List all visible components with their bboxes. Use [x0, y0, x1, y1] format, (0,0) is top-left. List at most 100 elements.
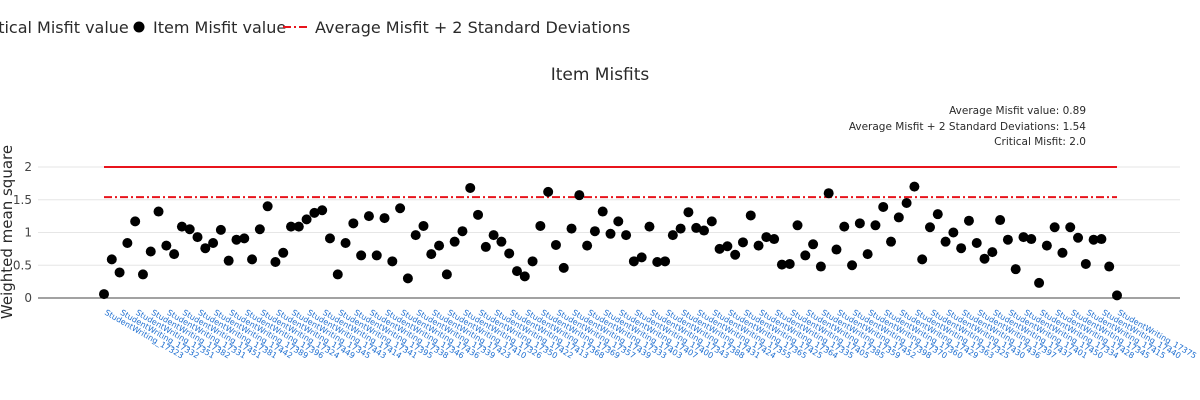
data-point[interactable]: [379, 213, 390, 224]
data-point[interactable]: [309, 207, 320, 218]
data-point[interactable]: [1010, 264, 1021, 275]
data-point[interactable]: [465, 182, 476, 193]
data-point[interactable]: [324, 233, 335, 244]
data-point[interactable]: [543, 186, 554, 197]
data-point[interactable]: [847, 260, 858, 271]
data-point[interactable]: [870, 220, 881, 231]
data-point[interactable]: [917, 254, 928, 265]
data-point[interactable]: [683, 207, 694, 218]
data-point[interactable]: [737, 237, 748, 248]
data-point[interactable]: [761, 232, 772, 243]
data-point[interactable]: [387, 256, 398, 267]
data-point[interactable]: [332, 269, 343, 280]
data-point[interactable]: [348, 218, 359, 229]
data-point[interactable]: [1088, 234, 1099, 245]
data-point[interactable]: [130, 216, 141, 227]
data-point[interactable]: [106, 254, 117, 265]
data-point[interactable]: [496, 236, 507, 247]
data-point[interactable]: [971, 237, 982, 248]
data-point[interactable]: [511, 266, 522, 277]
data-point[interactable]: [862, 249, 873, 260]
data-point[interactable]: [137, 269, 148, 280]
data-point[interactable]: [504, 248, 515, 259]
data-point[interactable]: [948, 227, 959, 238]
data-point[interactable]: [808, 239, 819, 250]
data-point[interactable]: [714, 243, 725, 254]
data-point[interactable]: [1104, 261, 1115, 272]
data-point[interactable]: [886, 236, 897, 247]
data-point[interactable]: [769, 234, 780, 245]
data-point[interactable]: [722, 241, 733, 252]
data-point[interactable]: [574, 190, 585, 201]
data-point[interactable]: [854, 218, 865, 229]
data-point[interactable]: [995, 215, 1006, 226]
data-point[interactable]: [940, 236, 951, 247]
data-point[interactable]: [776, 259, 787, 270]
data-point[interactable]: [699, 225, 710, 236]
legend-average-label[interactable]: Average Misfit + 2 Standard Deviations: [315, 18, 630, 37]
data-point[interactable]: [636, 252, 647, 263]
data-point[interactable]: [831, 244, 842, 255]
data-point[interactable]: [956, 243, 967, 254]
data-point[interactable]: [457, 226, 468, 237]
data-point[interactable]: [473, 209, 484, 220]
data-point[interactable]: [426, 249, 437, 260]
data-point[interactable]: [317, 205, 328, 216]
data-point[interactable]: [535, 220, 546, 231]
data-point[interactable]: [208, 237, 219, 248]
data-point[interactable]: [652, 256, 663, 267]
legend[interactable]: Critical Misfit value Item Misfit value …: [0, 18, 630, 37]
data-point[interactable]: [519, 271, 530, 282]
data-point[interactable]: [901, 198, 912, 209]
data-point[interactable]: [371, 250, 382, 261]
data-point[interactable]: [153, 206, 164, 217]
data-point[interactable]: [402, 273, 413, 284]
data-point[interactable]: [597, 206, 608, 217]
legend-item-label[interactable]: Item Misfit value: [153, 18, 286, 37]
data-point[interactable]: [558, 262, 569, 273]
data-point[interactable]: [527, 256, 538, 267]
data-point[interactable]: [753, 240, 764, 251]
data-point[interactable]: [1018, 232, 1029, 243]
data-point[interactable]: [1065, 222, 1076, 233]
data-point[interactable]: [706, 216, 717, 227]
data-point[interactable]: [1080, 258, 1091, 269]
data-point[interactable]: [441, 269, 452, 280]
data-point[interactable]: [644, 221, 655, 232]
data-point[interactable]: [418, 220, 429, 231]
data-point[interactable]: [675, 223, 686, 234]
legend-critical-label[interactable]: Critical Misfit value: [0, 18, 129, 37]
data-point[interactable]: [356, 250, 367, 261]
data-points[interactable]: [99, 181, 1122, 301]
data-point[interactable]: [566, 223, 577, 234]
data-point[interactable]: [1096, 234, 1107, 245]
data-point[interactable]: [223, 255, 234, 266]
data-point[interactable]: [660, 256, 671, 267]
data-point[interactable]: [480, 241, 491, 252]
data-point[interactable]: [247, 254, 258, 265]
data-point[interactable]: [613, 216, 624, 227]
data-point[interactable]: [792, 220, 803, 231]
data-point[interactable]: [254, 224, 265, 235]
data-point[interactable]: [395, 203, 406, 214]
data-point[interactable]: [667, 230, 678, 241]
data-point[interactable]: [239, 233, 250, 244]
data-point[interactable]: [161, 240, 172, 251]
data-point[interactable]: [434, 240, 445, 251]
data-point[interactable]: [878, 201, 889, 212]
data-point[interactable]: [363, 211, 374, 222]
data-point[interactable]: [286, 221, 297, 232]
data-point[interactable]: [270, 256, 281, 267]
data-point[interactable]: [122, 237, 133, 248]
data-point[interactable]: [231, 234, 242, 245]
data-point[interactable]: [963, 215, 974, 226]
data-point[interactable]: [730, 249, 741, 260]
data-point[interactable]: [1049, 222, 1060, 233]
data-point[interactable]: [1057, 247, 1068, 258]
data-point[interactable]: [823, 188, 834, 199]
data-point[interactable]: [550, 239, 561, 250]
data-point[interactable]: [691, 222, 702, 233]
data-point[interactable]: [278, 247, 289, 258]
data-point[interactable]: [114, 267, 125, 278]
data-point[interactable]: [215, 224, 226, 235]
